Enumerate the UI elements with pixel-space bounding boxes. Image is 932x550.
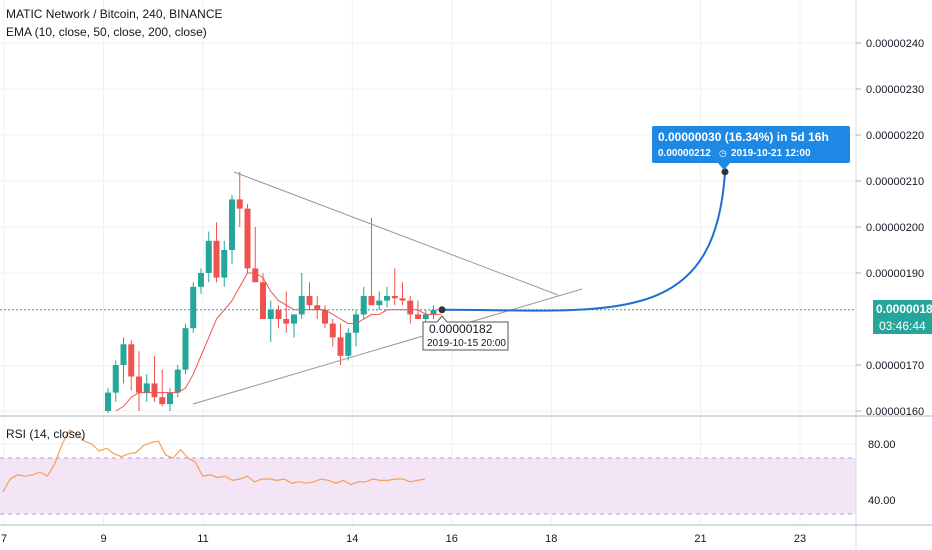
candle-body[interactable] [329, 323, 336, 338]
projection-label-pointer [718, 163, 730, 170]
price-axis-label: 0.00000160 [866, 406, 924, 418]
rsi-line [2, 429, 425, 492]
current-price-box [873, 300, 932, 317]
rsi-axis-label: 40.00 [868, 495, 896, 507]
projection-label-price: 0.00000212 [658, 148, 711, 159]
candle-body[interactable] [415, 314, 421, 319]
price-callout-value: 0.00000182 [429, 322, 493, 336]
price-callout: 0.00000182 2019-10-15 20:00 [422, 315, 509, 351]
rsi-panel[interactable] [0, 429, 856, 515]
ema-line [115, 272, 442, 412]
candle-body[interactable] [368, 296, 375, 306]
time-axis-label: 11 [197, 533, 208, 545]
candle-body[interactable] [190, 286, 197, 329]
candle-body[interactable] [151, 383, 158, 398]
price-axis-label: 0.00000200 [866, 222, 924, 234]
candle-body[interactable] [244, 208, 251, 269]
price-axis-label: 0.00000210 [866, 176, 924, 188]
candle-body[interactable] [291, 314, 297, 324]
candle-body[interactable] [167, 392, 173, 405]
candle-body[interactable] [143, 383, 150, 393]
time-axis-label: 16 [446, 533, 458, 545]
countdown-box [873, 317, 932, 334]
price-callout-date: 2019-10-15 20:00 [427, 338, 506, 349]
time-axis-label: 9 [100, 533, 106, 545]
candle-body[interactable] [314, 305, 321, 310]
rsi-legend: RSI (14, close) [6, 427, 86, 441]
candle-body[interactable] [236, 199, 243, 209]
time-axis-label: 18 [545, 533, 557, 545]
candle-body[interactable] [360, 296, 367, 315]
price-axis-label: 0.00000230 [866, 84, 924, 96]
candle-body[interactable] [198, 273, 204, 287]
candle-body[interactable] [128, 344, 135, 377]
candle-body[interactable] [112, 365, 119, 393]
triangle-drawing[interactable] [192, 171, 583, 405]
triangle-lower-line[interactable] [192, 288, 583, 405]
projection-curve[interactable] [441, 171, 726, 312]
countdown-label: 03:46:44 [879, 319, 926, 333]
candle-body[interactable] [275, 309, 282, 319]
candle-body[interactable] [384, 296, 390, 301]
price-axis-label: 0.00000190 [866, 268, 924, 280]
projection-end-point[interactable] [721, 168, 729, 176]
candle-body[interactable] [430, 309, 437, 315]
chart-title: MATIC Network / Bitcoin, 240, BINANCE [6, 7, 223, 21]
current-price-label: 0.00000182 [876, 302, 932, 316]
projection-start-point[interactable] [438, 306, 446, 314]
candle-body[interactable] [159, 397, 166, 405]
candle-body[interactable] [174, 369, 181, 393]
candle-body[interactable] [376, 300, 383, 306]
rsi-band [0, 458, 856, 514]
candle-body[interactable] [229, 199, 235, 250]
candle-body[interactable] [252, 268, 259, 283]
candle-body[interactable] [105, 392, 111, 411]
candle-body[interactable] [337, 337, 344, 356]
time-axis-label: 14 [346, 533, 358, 545]
candle-body[interactable] [205, 240, 212, 273]
projection-label-line1: 0.00000030 (16.34%) in 5d 16h [658, 130, 829, 144]
candle-body[interactable] [407, 300, 414, 315]
rsi-axis-label: 80.00 [868, 439, 896, 451]
ema-legend: EMA (10, close, 50, close, 200, close) [6, 25, 207, 39]
triangle-upper-line[interactable] [233, 171, 559, 296]
price-axis-label: 0.00000170 [866, 360, 924, 372]
price-axis-label: 0.00000240 [866, 38, 924, 50]
candle-body[interactable] [120, 344, 127, 365]
candle-body[interactable] [267, 309, 274, 319]
candle-body[interactable] [221, 250, 228, 278]
candle-body[interactable] [345, 332, 352, 356]
candle-body[interactable] [182, 328, 189, 370]
candle-body[interactable] [283, 319, 290, 324]
time-axis-label: 7 [1, 533, 7, 545]
current-price-tag: 0.00000182 03:46:44 [873, 300, 932, 334]
candle-body[interactable] [306, 296, 313, 306]
price-axis[interactable]: 0.00000240 0.00000230 0.00000220 0.00000210… [856, 38, 924, 418]
candle-body[interactable] [422, 314, 429, 319]
candle-body[interactable] [391, 296, 398, 299]
time-axis-label: 21 [694, 533, 706, 545]
clock-icon: ◷ [719, 148, 727, 158]
projection-label-date: 2019-10-21 12:00 [731, 148, 811, 159]
candles[interactable] [105, 171, 437, 414]
projection-label: 0.00000030 (16.34%) in 5d 16h 0.00000212… [652, 126, 850, 170]
time-axis[interactable]: 7 9 11 14 16 18 21 23 [1, 533, 806, 545]
grid-lines [0, 0, 856, 525]
projection-label-box [652, 126, 850, 163]
candle-body[interactable] [213, 240, 220, 278]
candle-body[interactable] [322, 309, 328, 324]
candle-body[interactable] [260, 282, 266, 319]
candle-body[interactable] [399, 298, 406, 301]
rsi-axis[interactable]: 80.00 40.00 [868, 439, 896, 507]
time-axis-label: 23 [794, 533, 806, 545]
candle-body[interactable] [136, 376, 142, 393]
price-callout-box [422, 315, 509, 351]
price-axis-label: 0.00000220 [866, 130, 924, 142]
candle-body[interactable] [298, 296, 305, 315]
